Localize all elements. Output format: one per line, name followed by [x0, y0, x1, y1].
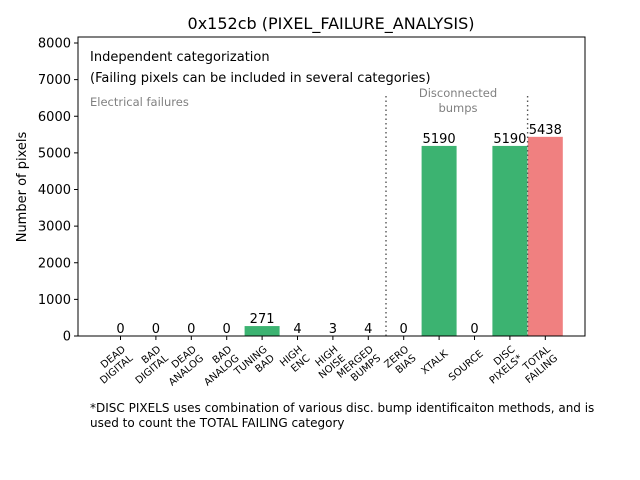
x-tick-label: TOTALFAILING [516, 344, 560, 386]
annotation-disconnected-line2: bumps [438, 101, 477, 115]
annotation-disconnected-line1: Disconnected [419, 86, 497, 100]
x-tick-label: DEADANALOG [160, 344, 207, 388]
x-tick-label: ZEROBIAS [383, 344, 419, 379]
x-tick-label: XTALK [419, 348, 450, 377]
x-tick-label: BADDIGITAL [126, 344, 171, 387]
y-tick-label: 3000 [38, 220, 71, 235]
y-tick-label: 7000 [38, 73, 71, 88]
plot-frame [77, 36, 586, 337]
x-tick-label: MERGEDBUMPS [335, 344, 383, 389]
y-tick-label: 0 [63, 330, 71, 345]
footnote: *DISC PIXELS uses combination of various… [90, 401, 630, 431]
chart-title: 0x152cb (PIXEL_FAILURE_ANALYSIS) [188, 14, 475, 34]
y-axis: 0 1000 2000 3000 4000 5000 6000 7000 8000 [38, 37, 78, 345]
x-tick-label: DEADDIGITAL [91, 344, 136, 387]
y-tick-label: 5000 [38, 146, 71, 161]
bar [244, 326, 280, 336]
bar-value-label: 5190 [423, 132, 456, 147]
bar-value-label: 5190 [493, 132, 526, 147]
footnote-line-2: used to count the TOTAL FAILING category [90, 416, 345, 430]
y-tick-label: 8000 [38, 37, 71, 52]
bar-value-label: 5438 [529, 123, 562, 138]
bar [492, 145, 528, 336]
bar-value-label: 4 [293, 322, 301, 337]
annotation-independent: Independent categorization [90, 50, 270, 65]
y-tick-label: 6000 [38, 110, 71, 125]
y-tick-label: 1000 [38, 293, 71, 308]
bar-value-label: 0 [470, 322, 478, 337]
bar-value-label: 4 [364, 322, 372, 337]
footnote-line-1: *DISC PIXELS uses combination of various… [90, 401, 595, 415]
annotation-several-categories: (Failing pixels can be included in sever… [90, 71, 431, 86]
bar [421, 145, 457, 336]
x-tick-label: HIGHENC [278, 344, 312, 378]
y-tick-label: 4000 [38, 183, 71, 198]
bar-value-label: 3 [329, 322, 337, 337]
y-axis-label: Number of pixels [15, 131, 30, 242]
bar-value-label: 0 [223, 322, 231, 337]
bar-value-label: 0 [116, 322, 124, 337]
annotation-electrical-failures: Electrical failures [90, 95, 189, 109]
bar-value-label: 271 [250, 312, 275, 327]
x-tick-label: DISCPIXELS* [480, 344, 524, 386]
y-tick-label: 2000 [38, 256, 71, 271]
x-tick-label: TUNINGBAD [232, 344, 277, 387]
x-tick-label: SOURCE [447, 349, 486, 384]
bar-value-label: 0 [400, 322, 408, 337]
bar [527, 136, 563, 336]
bars-group [244, 136, 563, 336]
bar-value-label: 0 [152, 322, 160, 337]
x-axis: DEADDIGITAL BADDIGITAL DEADANALOG BADANALOG… [91, 336, 560, 389]
bar-value-label: 0 [187, 322, 195, 337]
